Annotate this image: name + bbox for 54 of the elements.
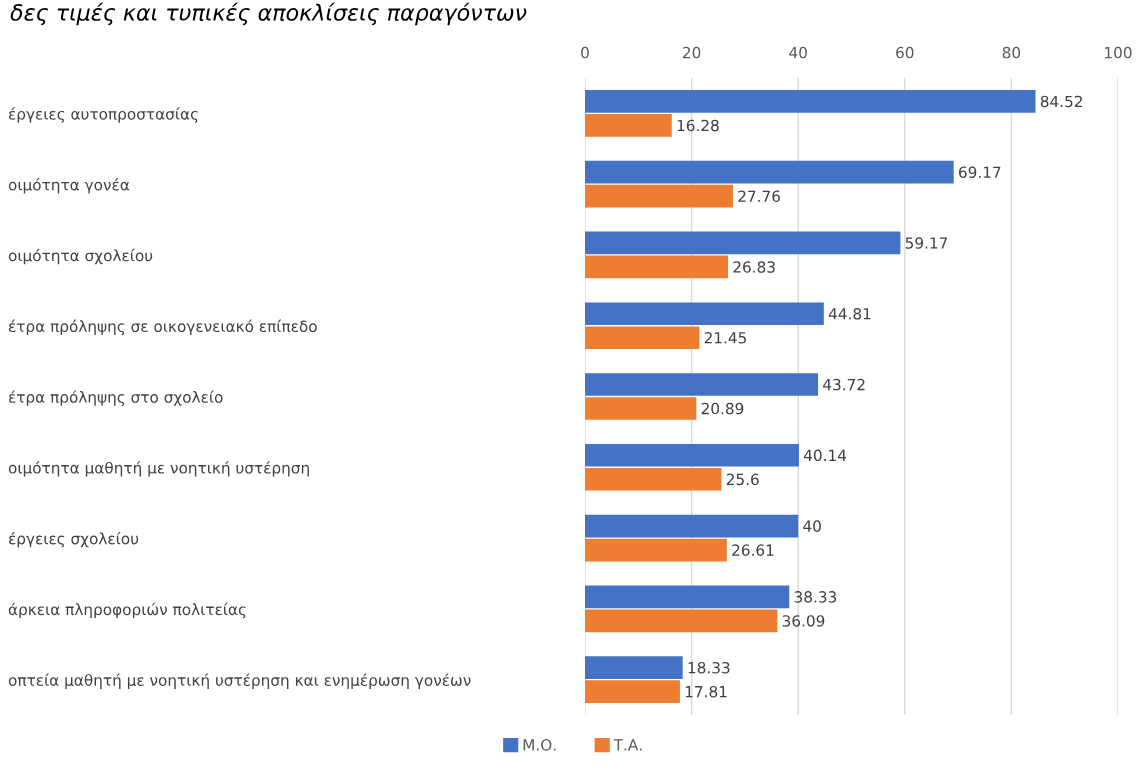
bar [585, 326, 700, 350]
data-label: 17.81 [685, 685, 727, 698]
x-tick-label: 80 [1002, 46, 1021, 59]
bar [585, 255, 728, 279]
bar [585, 373, 819, 396]
bar [585, 90, 1036, 113]
data-label: 59.17 [905, 237, 948, 249]
x-tick-label: 40 [789, 46, 807, 59]
bar [585, 538, 727, 562]
data-label: 38.33 [794, 591, 837, 603]
bar [585, 184, 733, 208]
bar [585, 585, 790, 609]
bar [585, 680, 680, 703]
y-tick-label: άρκεια πληροφοριών πολιτείας [8, 602, 246, 619]
x-tick-label: 0 [581, 46, 589, 59]
bar [585, 443, 799, 467]
bar [585, 231, 901, 255]
data-label: 40 [803, 520, 821, 532]
bar [585, 302, 824, 326]
data-label: 44.81 [828, 308, 871, 320]
data-label: 27.76 [738, 190, 780, 203]
bar [585, 656, 683, 679]
data-label: 84.52 [1040, 95, 1082, 108]
data-label: 18.33 [688, 661, 730, 674]
data-label: 26.61 [732, 544, 774, 556]
y-tick-label: έτρα πρόληψης στο σχολείο [8, 390, 223, 406]
x-tick-label: 100 [1105, 46, 1132, 59]
y-tick-label: οιμότητα γονέα [8, 178, 130, 194]
x-tick-label: 60 [896, 46, 914, 59]
bar [585, 609, 778, 633]
bar [585, 514, 799, 538]
data-label: 36.09 [782, 615, 825, 627]
data-label: 43.72 [823, 378, 865, 391]
data-label: 40.14 [803, 449, 847, 462]
y-tick-label: οιμότητα μαθητή με νοητική υστέρηση [8, 461, 309, 477]
bar [585, 467, 722, 491]
data-label: 20.89 [701, 402, 744, 415]
y-tick-label: οιμότητα σχολείου [8, 248, 153, 265]
y-tick-label: έργειες σχολείου [8, 531, 139, 548]
data-label: 16.28 [677, 119, 719, 132]
bar [585, 397, 697, 420]
x-tick-label: 20 [683, 46, 701, 59]
bar [585, 114, 672, 137]
y-tick-label: έτρα πρόληψης σε οικογενειακό επίπεδο [8, 319, 317, 336]
data-label: 21.45 [704, 332, 746, 344]
text: δες τιμές και τυπικές αποκλίσεις παραγόντων [10, 2, 527, 26]
data-label: 69.17 [959, 166, 1001, 179]
y-tick-label: έργειες αυτοπροστασίας [8, 107, 198, 123]
data-label: 26.83 [733, 261, 775, 273]
legend-label: Τ.Α. [613, 739, 642, 751]
data-label: 25.6 [726, 473, 759, 486]
y-tick-label: οπτεία μαθητή με νοητική υστέρηση και ενημέρωση γονέων [8, 673, 471, 689]
legend-label: Μ.Ο. [523, 739, 556, 751]
bar [585, 160, 954, 184]
